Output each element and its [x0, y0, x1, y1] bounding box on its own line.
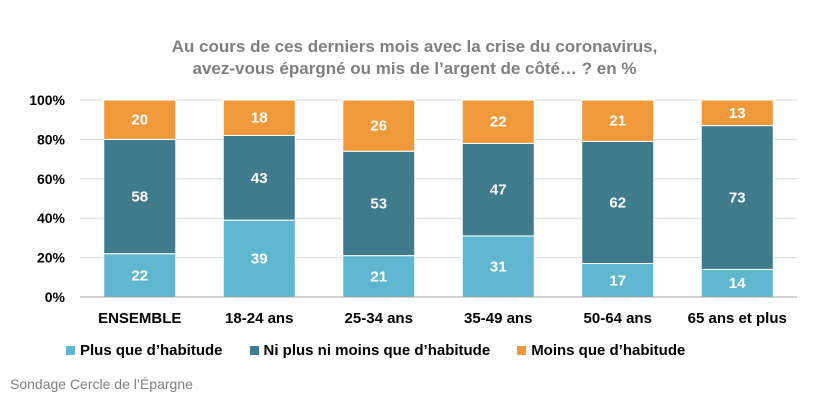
- data-label: 14: [729, 275, 746, 292]
- grid-lines: [80, 99, 797, 259]
- data-label: 22: [490, 114, 507, 131]
- y-tick-label: 0%: [45, 289, 66, 305]
- y-tick-label: 100%: [29, 92, 65, 108]
- y-tick-label: 40%: [37, 210, 66, 226]
- legend-swatch: [249, 346, 259, 355]
- data-label: 17: [609, 272, 626, 289]
- bar-segment: [222, 99, 296, 136]
- data-label: 47: [490, 182, 507, 199]
- bars: [103, 99, 774, 298]
- legend-item: Plus que d’habitude: [66, 342, 223, 359]
- data-label: 21: [370, 268, 387, 285]
- data-label: 20: [131, 112, 148, 129]
- bar-segment: [700, 125, 774, 270]
- data-label: 13: [729, 105, 746, 122]
- bar-segment: [461, 142, 535, 237]
- bar-segment: [103, 99, 177, 140]
- y-tick-label: 60%: [37, 171, 66, 187]
- bar-segment: [700, 99, 774, 127]
- x-category-label: ENSEMBLE: [98, 310, 181, 327]
- x-category-label: 25-34 ans: [345, 310, 413, 327]
- data-label: 18: [251, 110, 268, 127]
- x-category-label: 50-64 ans: [584, 310, 652, 327]
- bar-segment: [461, 235, 535, 298]
- bar-segment: [222, 134, 296, 221]
- legend-label: Plus que d’habitude: [80, 342, 223, 359]
- data-label: 22: [131, 267, 148, 284]
- data-label: 62: [609, 194, 626, 211]
- bar-segment: [342, 255, 416, 298]
- source-note: Sondage Cercle de l’Épargne: [10, 376, 193, 392]
- x-category-label: 35-49 ans: [464, 310, 532, 327]
- y-tick-label: 20%: [37, 250, 66, 266]
- chart-title-line2: avez-vous épargné ou mis de l’argent de …: [192, 59, 637, 78]
- legend-swatch: [66, 346, 75, 355]
- x-category-label: 65 ans et plus: [688, 310, 787, 327]
- legend-item: Ni plus ni moins que d’habitude: [249, 342, 491, 359]
- data-label: 39: [251, 251, 268, 268]
- bar-segment: [342, 99, 416, 152]
- data-label: 73: [729, 190, 746, 207]
- data-label: 43: [251, 170, 268, 187]
- legend: Plus que d’habitude Ni plus ni moins que …: [66, 342, 712, 359]
- bar-segment: [222, 219, 296, 298]
- x-category-label: 18-24 ans: [225, 310, 293, 327]
- legend-swatch: [517, 346, 527, 355]
- data-label: 31: [490, 258, 507, 275]
- bar-segment: [700, 268, 774, 298]
- data-label: 21: [609, 113, 626, 130]
- axes: 0% 20% 40% 60% 80% 100% ENSEMBLE 18-24 ans 25-34…: [29, 92, 797, 327]
- legend-item: Moins que d’habitude: [517, 342, 685, 359]
- legend-label: Ni plus ni moins que d’habitude: [263, 342, 491, 359]
- bar-segment: [342, 150, 416, 257]
- bar-segment: [581, 140, 655, 265]
- legend-label: Moins que d’habitude: [531, 342, 686, 359]
- data-labels: 22 58 20 39 43 18 21 53 26 31 47 22 17 62 21 14 73 13: [131, 105, 746, 292]
- bar-segment: [103, 138, 177, 255]
- chart-title-line1: Au cours de ces derniers mois avec la cr…: [171, 37, 658, 56]
- data-label: 58: [131, 189, 148, 206]
- bar-segment: [581, 99, 655, 142]
- y-tick-label: 80%: [37, 131, 66, 147]
- data-label: 53: [370, 195, 387, 212]
- data-label: 26: [370, 118, 387, 135]
- chart-title: Au cours de ces derniers mois avec la cr…: [0, 36, 829, 80]
- bar-segment: [461, 99, 535, 144]
